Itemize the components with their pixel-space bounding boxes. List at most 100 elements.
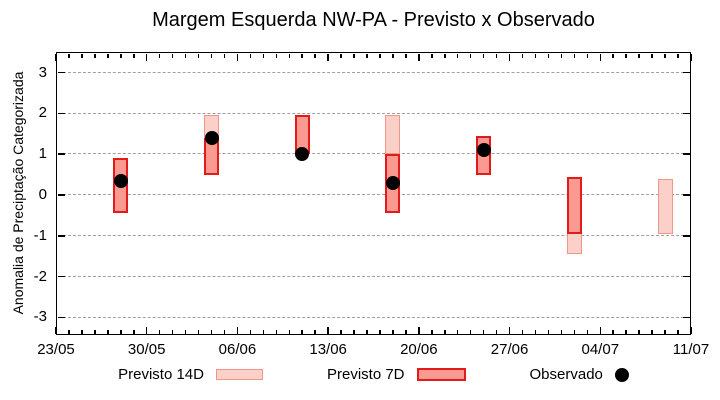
x-tick-mark: [184, 53, 187, 58]
x-tick-mark: [456, 329, 459, 334]
x-tick-mark: [625, 329, 627, 334]
x-tick-mark: [521, 329, 524, 334]
x-tick-mark: [469, 329, 472, 334]
y-tick-label: -1: [33, 226, 47, 244]
x-tick-mark: [210, 329, 213, 334]
x-tick-mark: [586, 53, 589, 58]
y-tick-mark: [57, 153, 65, 155]
observed-point: [113, 173, 128, 188]
x-tick-mark: [223, 53, 226, 58]
x-tick-mark: [547, 53, 550, 58]
x-tick-mark: [560, 53, 563, 58]
x-tick-mark: [120, 53, 122, 58]
gridline: [58, 275, 689, 277]
x-tick-mark: [145, 326, 148, 334]
x-tick-mark: [431, 329, 433, 334]
y-tick-mark: [682, 316, 690, 319]
x-tick-mark: [94, 53, 96, 58]
x-tick-mark: [236, 326, 239, 334]
x-tick-mark: [469, 53, 472, 58]
y-tick-mark: [57, 71, 65, 74]
x-tick-mark: [288, 53, 290, 58]
x-tick-mark: [405, 329, 407, 334]
forecast-7d-bar: [566, 176, 582, 234]
x-tick-mark: [651, 329, 653, 334]
y-tick-mark: [57, 275, 65, 278]
x-tick-mark: [262, 329, 265, 334]
gridline: [58, 112, 689, 114]
x-tick-mark: [534, 53, 537, 58]
x-tick-mark: [340, 329, 342, 334]
x-tick-mark: [638, 329, 640, 334]
observed-point: [385, 175, 400, 190]
x-tick-label: 23/05: [37, 341, 75, 358]
x-tick-mark: [392, 53, 394, 58]
x-tick-mark: [495, 329, 498, 334]
gridline: [58, 316, 689, 318]
y-tick-label: 1: [38, 145, 47, 163]
x-tick-mark: [651, 53, 653, 58]
x-tick-mark: [68, 53, 70, 58]
x-tick-mark: [664, 53, 666, 58]
x-tick-mark: [314, 53, 316, 58]
x-tick-mark: [586, 329, 589, 334]
y-tick-label: 2: [38, 104, 47, 122]
x-tick-mark: [392, 329, 394, 334]
y-tick-label: -3: [33, 308, 47, 326]
y-tick-label: 0: [38, 186, 47, 203]
x-tick-mark: [560, 329, 563, 334]
observed-point: [204, 130, 219, 145]
x-tick-mark: [133, 329, 135, 334]
gridline: [58, 71, 689, 73]
x-tick-mark: [301, 53, 303, 58]
x-tick-label: 30/05: [127, 341, 166, 358]
x-tick-mark: [236, 53, 239, 61]
x-tick-mark: [573, 329, 576, 334]
x-tick-mark: [418, 53, 420, 61]
observed-point: [295, 147, 310, 162]
x-tick-mark: [366, 329, 368, 334]
legend-label-previsto-14d: Previsto 14D: [118, 366, 204, 383]
legend: Previsto 14D Previsto 7D Observado: [56, 366, 691, 383]
y-tick-mark: [682, 235, 690, 237]
x-tick-mark: [210, 53, 213, 58]
plot-area: [56, 52, 691, 335]
x-tick-mark: [81, 329, 83, 334]
x-tick-mark: [612, 329, 614, 334]
legend-label-observado: Observado: [529, 366, 603, 383]
x-tick-mark: [249, 53, 252, 58]
x-tick-mark: [638, 53, 640, 58]
x-tick-mark: [366, 53, 368, 58]
x-tick-mark: [677, 329, 679, 334]
y-tick-mark: [57, 194, 65, 196]
x-tick-mark: [508, 326, 511, 334]
y-tick-mark: [682, 112, 690, 115]
x-tick-mark: [664, 329, 666, 334]
observado-dot-icon: [614, 367, 629, 382]
y-tick-label: 3: [38, 63, 47, 81]
chart-title: Margem Esquerda NW-PA - Previsto x Obser…: [152, 9, 595, 31]
y-tick-mark: [682, 275, 690, 278]
gridline: [58, 153, 689, 155]
x-tick-mark: [249, 329, 252, 334]
x-tick-label: 20/06: [400, 341, 438, 358]
x-tick-mark: [223, 329, 226, 334]
x-tick-mark: [508, 53, 511, 61]
x-tick-label: 13/06: [309, 341, 347, 358]
x-tick-mark: [534, 329, 537, 334]
x-tick-mark: [379, 53, 381, 58]
legend-item-previsto-7d: Previsto 7D: [327, 366, 466, 383]
x-tick-label: 11/07: [672, 341, 710, 358]
x-tick-mark: [521, 53, 524, 58]
y-tick-mark: [682, 194, 690, 196]
x-tick-mark: [301, 329, 303, 334]
x-tick-mark: [482, 329, 485, 334]
x-tick-label: 04/07: [581, 341, 620, 358]
x-tick-mark: [327, 326, 329, 334]
x-tick-mark: [573, 53, 576, 58]
observed-point: [476, 143, 491, 158]
x-tick-mark: [120, 329, 122, 334]
x-tick-mark: [677, 53, 679, 58]
x-tick-mark: [599, 326, 602, 334]
x-tick-mark: [599, 53, 602, 61]
